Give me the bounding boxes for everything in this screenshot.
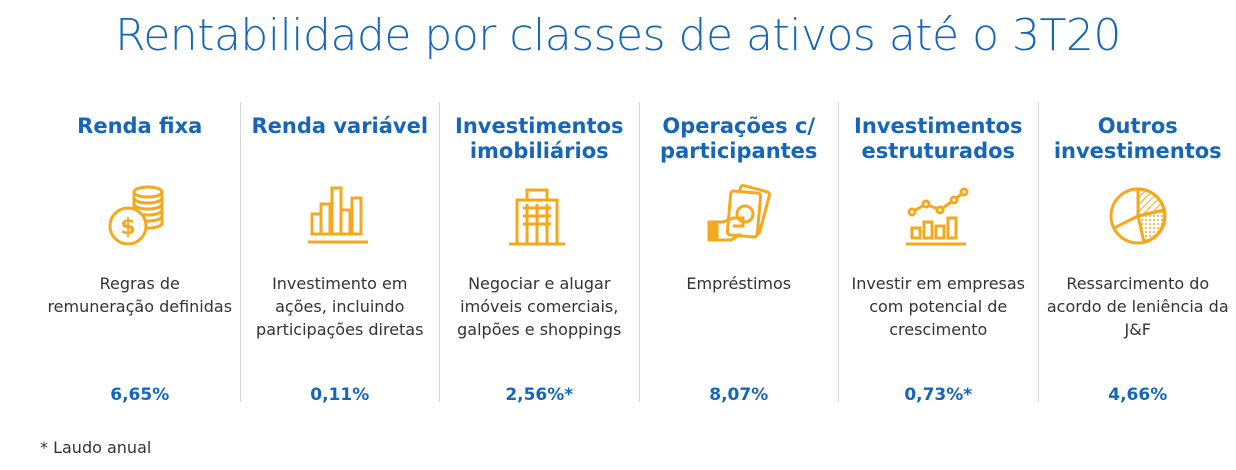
asset-class-title: Investimentos imobiliários — [455, 114, 624, 163]
pie-chart-icon — [1104, 182, 1172, 250]
asset-class-title: Operações c/ participantes — [660, 114, 818, 163]
asset-class-return: 8,07% — [709, 385, 769, 405]
asset-class-investimentos-estruturados: Investimentos estruturados Investir em e… — [838, 102, 1038, 405]
asset-class-description: Empréstimos — [686, 274, 792, 293]
asset-class-outros-investimentos: Outros investimentos Ressarcimento do ac… — [1037, 102, 1236, 405]
svg-text:$: $ — [120, 215, 135, 240]
asset-class-title: Outros investimentos — [1053, 114, 1222, 163]
asset-class-columns: Renda fixa $ Regras de remuneração defin… — [40, 102, 1236, 405]
asset-class-renda-variavel: Renda variável Investimento em ações, in… — [239, 102, 440, 405]
asset-class-title: Renda variável — [251, 114, 429, 138]
page-title: Rentabilidade por classes de ativos até … — [115, 10, 1121, 61]
asset-class-description: Regras de remuneração definidas — [47, 274, 233, 316]
asset-class-description: Ressarcimento do acordo de leniência da … — [1046, 274, 1229, 339]
asset-class-description: Investimento em ações, incluindo partici… — [256, 274, 424, 339]
asset-class-renda-fixa: Renda fixa $ Regras de remuneração defin… — [40, 102, 240, 405]
asset-class-return: 6,65% — [110, 385, 170, 405]
coins-dollar-icon: $ — [106, 182, 174, 250]
asset-class-return: 2,56%* — [505, 385, 574, 405]
asset-class-return: 0,11% — [310, 385, 370, 405]
asset-class-description: Investir em empresas com potencial de cr… — [851, 274, 1026, 339]
asset-class-investimentos-imobiliarios: Investimentos imobiliários Negociar e al… — [439, 102, 639, 405]
footnote: * Laudo anual — [40, 438, 152, 457]
asset-class-return: 4,66% — [1108, 385, 1168, 405]
bar-chart-icon — [306, 182, 374, 250]
hand-money-icon — [705, 182, 773, 250]
asset-class-operacoes-participantes: Operações c/ participantes Empréstimos 8… — [638, 102, 839, 405]
asset-class-return: 0,73%* — [904, 385, 973, 405]
building-icon — [505, 182, 573, 250]
asset-class-description: Negociar e alugar imóveis comerciais, ga… — [457, 274, 622, 339]
asset-class-title: Renda fixa — [77, 114, 203, 138]
asset-class-title: Investimentos estruturados — [854, 114, 1023, 163]
growth-chart-icon — [904, 182, 972, 250]
